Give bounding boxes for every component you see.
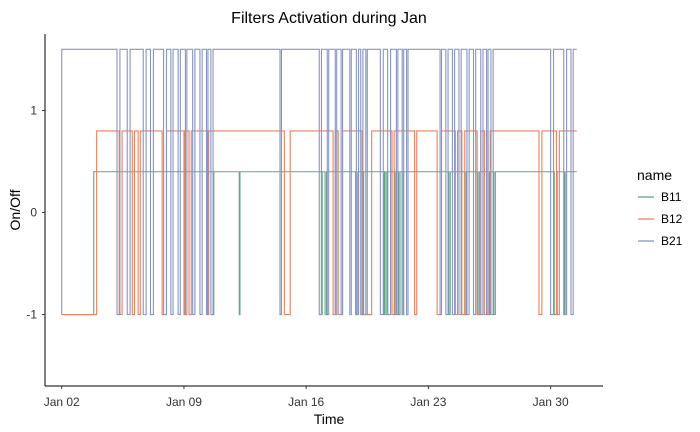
y-axis-title: On/Off (7, 189, 23, 230)
x-axis-ticks: Jan 02 Jan 09 Jan 16 Jan 23 Jan 30 (44, 386, 569, 409)
x-tick-label: Jan 30 (533, 395, 569, 409)
x-tick-label: Jan 02 (44, 395, 80, 409)
x-axis-title: Time (314, 411, 345, 427)
legend-label-b11: B11 (661, 190, 682, 204)
plot-panel (44, 34, 603, 387)
chart-title: Filters Activation during Jan (231, 10, 427, 27)
legend-title: name (637, 167, 672, 183)
y-tick-label: -1 (26, 308, 37, 322)
legend-label-b12: B12 (661, 212, 683, 226)
legend-label-b21: B21 (661, 234, 683, 248)
legend-items: B11 B12 B21 (638, 190, 683, 248)
series-layer (61, 48, 577, 316)
x-tick-label: Jan 09 (166, 395, 202, 409)
series-line-b21 (61, 48, 577, 316)
x-tick-label: Jan 23 (410, 395, 446, 409)
series-line-b12 (61, 130, 577, 316)
x-tick-label: Jan 16 (288, 395, 324, 409)
y-tick-label: 0 (30, 206, 37, 220)
legend: name B11 B12 B21 (637, 167, 683, 248)
y-tick-label: 1 (30, 104, 37, 118)
y-axis-ticks: 1 0 -1 (26, 104, 45, 322)
